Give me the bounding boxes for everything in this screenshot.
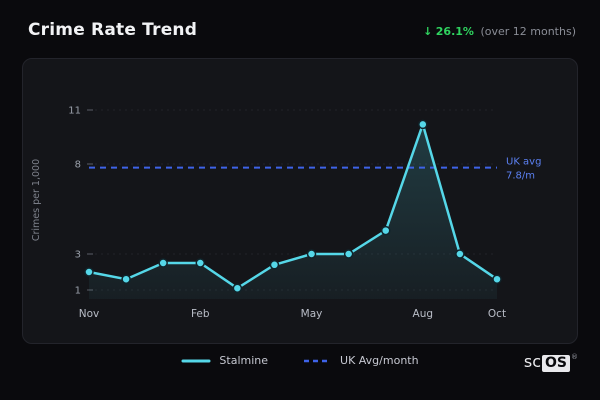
x-tick-label: Aug [413, 308, 434, 320]
area-fill [89, 124, 497, 300]
x-tick-label: May [301, 308, 323, 320]
uk-avg-annotation-line1: UK avg [506, 157, 541, 168]
stalmine-line-swatch [181, 359, 211, 362]
x-tick-label: Oct [488, 308, 506, 320]
trend-value: 26.1% [435, 25, 474, 38]
y-axis-label: Crimes per 1,000 [31, 159, 42, 241]
y-tick-label: 8 [75, 160, 81, 171]
down-arrow-icon: ↓ [423, 25, 433, 38]
data-point[interactable] [306, 249, 317, 259]
uk-avg-line-swatch [304, 359, 331, 362]
y-tick-label: 1 [75, 286, 81, 297]
logo-prefix: sc [523, 352, 542, 371]
data-point[interactable] [195, 258, 206, 268]
page-title: Crime Rate Trend [28, 20, 198, 40]
uk-avg-annotation-line2: 7.8/m [506, 171, 535, 182]
data-point[interactable] [158, 258, 168, 268]
header: Crime Rate Trend ↓ 26.1% (over 12 months… [28, 20, 576, 40]
trend-note: (over 12 months) [480, 25, 576, 38]
y-tick-label: 11 [68, 106, 81, 117]
data-point[interactable] [380, 225, 391, 236]
data-point[interactable] [343, 249, 354, 259]
trend-indicator: ↓ 26.1% (over 12 months) [423, 25, 576, 38]
data-point[interactable] [455, 249, 465, 259]
data-point[interactable] [418, 119, 428, 130]
registered-mark-icon: ® [571, 353, 578, 361]
y-tick-label: 3 [75, 250, 81, 261]
data-point[interactable] [84, 267, 94, 277]
logo-os-box: OS [542, 355, 570, 372]
chart-card: 1 3 8 11 Nov Feb May Aug Oct Crimes per 1,000 UK a… [22, 58, 578, 344]
legend-label-uk-avg: UK Avg/month [340, 354, 419, 367]
crime-trend-chart[interactable]: 1 3 8 11 Nov Feb May Aug Oct Crimes per 1,000 UK a… [23, 59, 577, 343]
chart-legend: Stalmine UK Avg/month [0, 354, 600, 367]
legend-item-stalmine[interactable]: Stalmine [181, 354, 268, 367]
data-point[interactable] [269, 260, 280, 270]
stalmine-line [87, 123, 499, 290]
data-point[interactable] [232, 283, 243, 293]
data-point[interactable] [121, 274, 131, 284]
data-point[interactable] [492, 274, 502, 284]
x-tick-label: Nov [79, 308, 100, 320]
x-tick-label: Feb [191, 308, 210, 320]
legend-item-uk-avg[interactable]: UK Avg/month [302, 354, 419, 367]
scos-logo: sc OS ® [524, 354, 578, 372]
legend-label-stalmine: Stalmine [219, 354, 269, 367]
